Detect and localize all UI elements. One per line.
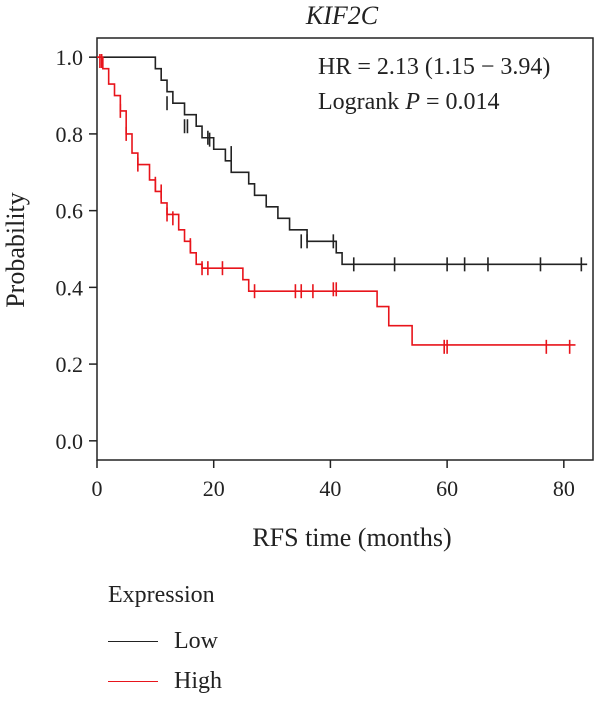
axes: 0.0 0.2 0.4 0.6 0.8 1.0 0 20 40 60 80 [56,45,575,501]
legend-item-low: Low [108,621,222,661]
legend-item-high: High [108,661,222,701]
legend-label-high: High [174,667,222,694]
logrank-annotation: Logrank P = 0.014 [318,89,500,115]
legend-swatch-low [108,640,158,642]
y-tick-label-4: 0.8 [56,122,84,147]
series-layer [97,54,588,354]
x-tick-label-2: 40 [319,476,341,501]
legend: Expression Low High [108,582,222,701]
legend-label-low: Low [174,627,218,654]
x-axis-label: RFS time (months) [252,523,451,552]
y-tick-label-5: 1.0 [56,45,84,70]
plot-frame [96,37,594,461]
survival-line-low [97,56,588,266]
chart-title: KIF2C [305,1,379,30]
x-tick-label-3: 60 [436,476,458,501]
x-tick-label-0: 0 [92,476,103,501]
y-tick-label-1: 0.2 [56,352,84,377]
x-tick-label-1: 20 [203,476,225,501]
y-axis-label: Probability [1,192,30,308]
y-tick-label-3: 0.6 [56,199,84,224]
legend-title: Expression [108,582,215,608]
legend-swatch-high [108,680,158,682]
x-tick-label-4: 80 [553,476,575,501]
hr-annotation: HR = 2.13 (1.15 − 3.94) [318,54,550,80]
y-tick-label-0: 0.0 [56,429,84,454]
y-tick-label-2: 0.4 [56,275,84,300]
